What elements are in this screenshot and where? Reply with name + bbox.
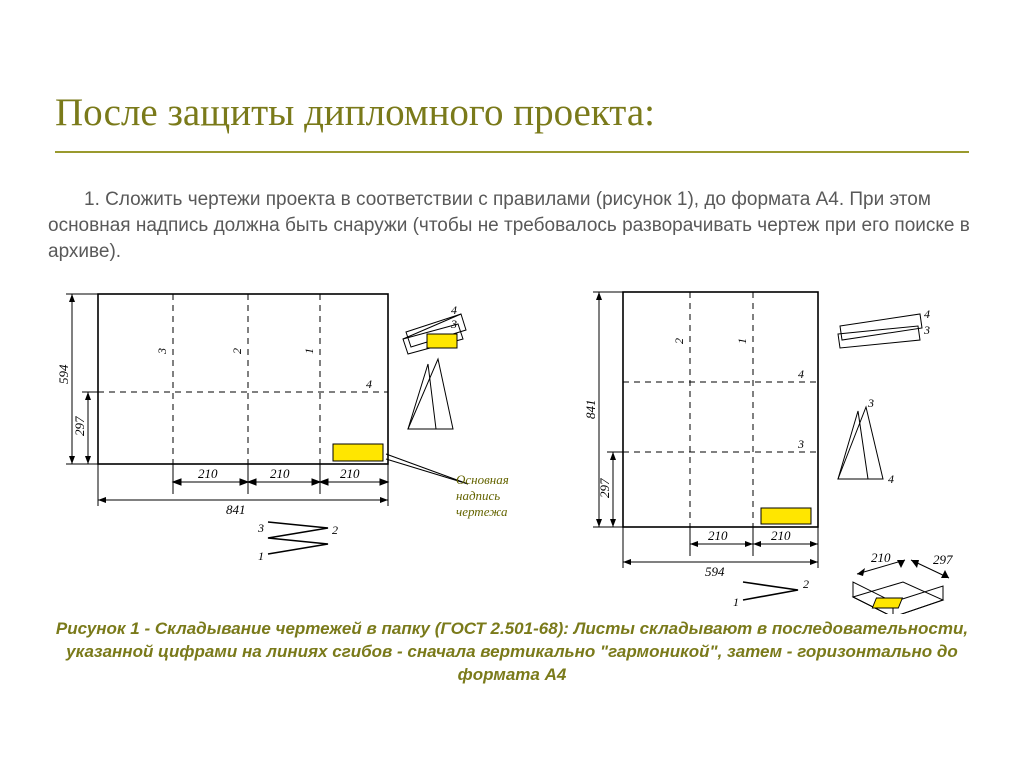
dim-label: 210 xyxy=(708,528,728,543)
step-label: 1 xyxy=(733,595,739,609)
fold-label: 4 xyxy=(366,377,372,391)
fold-label: 4 xyxy=(798,367,804,381)
side-marker: 3 xyxy=(867,396,874,410)
annotation-line1: Основная xyxy=(456,472,509,487)
title-block-icon xyxy=(761,508,811,524)
dim-label: 210 xyxy=(340,466,360,481)
step-label: 1 xyxy=(258,549,264,563)
figure-caption: Рисунок 1 - Складывание чертежей в папку… xyxy=(48,618,976,687)
step-label: 2 xyxy=(803,577,809,591)
dim-label: 594 xyxy=(56,364,71,384)
dim-label: 297 xyxy=(933,552,953,567)
fold-label: 1 xyxy=(735,338,749,344)
title-block-icon xyxy=(333,444,383,461)
fold-label: 2 xyxy=(672,338,686,344)
fan-label: 3 xyxy=(450,317,457,331)
body-paragraph: 1. Сложить чертежи проекта в соответстви… xyxy=(0,153,1024,266)
side-marker: 4 xyxy=(888,472,894,486)
folding-diagram: 3 2 1 4 210 210 210 841 xyxy=(48,284,976,614)
body-paragraph-text: 1. Сложить чертежи проекта в соответстви… xyxy=(48,189,970,262)
dim-label: 594 xyxy=(705,564,725,579)
dim-label: 297 xyxy=(72,416,87,436)
annotation-line3: чертежа xyxy=(456,504,508,519)
dim-label: 841 xyxy=(583,399,598,419)
dim-label: 297 xyxy=(597,478,612,498)
fold-label: 3 xyxy=(797,437,804,451)
fan-label: 4 xyxy=(451,303,457,317)
step-label: 2 xyxy=(332,523,338,537)
fold-label: 2 xyxy=(230,348,244,354)
dim-label: 210 xyxy=(771,528,791,543)
dim-label: 210 xyxy=(871,550,891,565)
dim-label: 841 xyxy=(226,502,246,517)
annotation-line2: надпись xyxy=(456,488,500,503)
step-label: 3 xyxy=(257,521,264,535)
fold-label: 1 xyxy=(302,348,316,354)
fan-label: 3 xyxy=(923,323,930,337)
fan-label: 4 xyxy=(924,307,930,321)
page-title: После защиты дипломного проекта: xyxy=(55,90,969,135)
dim-label: 210 xyxy=(270,466,290,481)
fold-label: 3 xyxy=(155,348,169,355)
dim-label: 210 xyxy=(198,466,218,481)
